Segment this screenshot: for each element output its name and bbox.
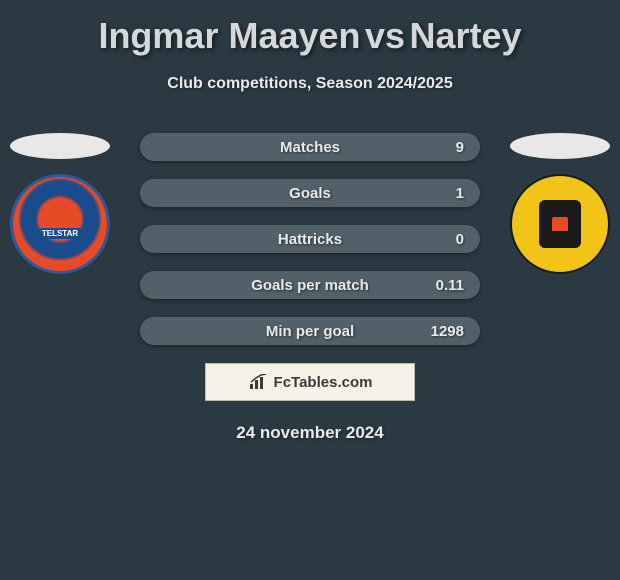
player-left-column xyxy=(10,133,110,274)
stats-container: Matches 9 Goals 1 Hattricks 0 Goals per … xyxy=(140,133,480,345)
content-area: Matches 9 Goals 1 Hattricks 0 Goals per … xyxy=(0,133,620,443)
title-row: Ingmar Maayen vs Nartey xyxy=(0,0,620,57)
stat-label: Goals per match xyxy=(251,277,369,294)
stat-label: Hattricks xyxy=(278,231,342,248)
stat-value: 1298 xyxy=(431,323,464,340)
team-badge-left xyxy=(10,174,110,274)
stat-bar-min-per-goal: Min per goal 1298 xyxy=(140,317,480,345)
player-right-ellipse xyxy=(510,133,610,159)
stat-bar-goals-per-match: Goals per match 0.11 xyxy=(140,271,480,299)
stat-value: 9 xyxy=(456,139,464,156)
stat-bar-matches: Matches 9 xyxy=(140,133,480,161)
subtitle: Club competitions, Season 2024/2025 xyxy=(0,75,620,93)
player2-name: Nartey xyxy=(409,15,521,56)
stat-label: Matches xyxy=(280,139,340,156)
stat-value: 0.11 xyxy=(436,277,464,294)
vs-text: vs xyxy=(365,15,405,56)
player-right-column xyxy=(510,133,610,274)
stat-bar-goals: Goals 1 xyxy=(140,179,480,207)
chart-icon xyxy=(248,374,268,390)
player-left-ellipse xyxy=(10,133,110,159)
branding-box: FcTables.com xyxy=(205,363,415,401)
team-badge-right xyxy=(510,174,610,274)
branding-text: FcTables.com xyxy=(274,374,373,391)
date-text: 24 november 2024 xyxy=(0,423,620,443)
player1-name: Ingmar Maayen xyxy=(98,15,360,56)
stat-label: Goals xyxy=(289,185,331,202)
stat-bar-hattricks: Hattricks 0 xyxy=(140,225,480,253)
stat-label: Min per goal xyxy=(266,323,354,340)
stat-value: 1 xyxy=(456,185,464,202)
stat-value: 0 xyxy=(456,231,464,248)
